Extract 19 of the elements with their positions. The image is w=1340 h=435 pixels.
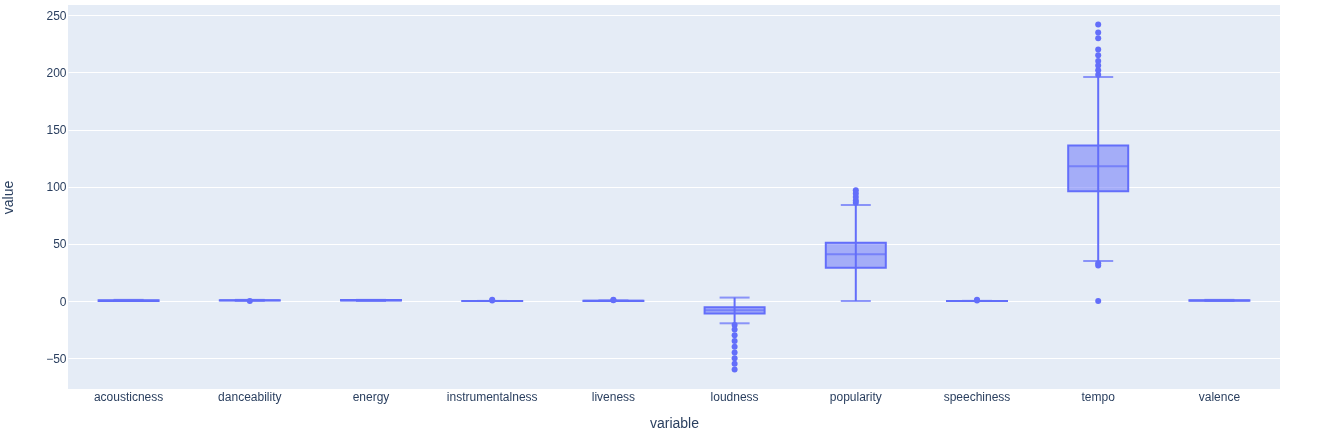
x-tick-label: danceability [218, 389, 282, 404]
x-tick-label: energy [352, 389, 390, 404]
y-tick-label: 200 [46, 65, 67, 80]
y-tick-label: 150 [46, 123, 67, 138]
y-tick-label: 0 [59, 294, 67, 309]
y-tick-label: −50 [46, 351, 67, 366]
y-tick-label: 100 [46, 180, 67, 195]
x-axis-title: variable [649, 414, 700, 431]
y-tick-label: 50 [53, 237, 67, 252]
x-tick-label: speechiness [943, 389, 1011, 404]
x-tick-label: acousticness [93, 389, 164, 404]
y-tick-label: 250 [46, 8, 67, 23]
x-tick-label: liveness [591, 389, 636, 404]
x-tick-label: instrumentalness [446, 389, 538, 404]
x-tick-label: popularity [829, 389, 882, 404]
x-tick-label: loudness [710, 389, 759, 404]
x-tick-label: valence [1198, 389, 1241, 404]
x-tick-label: tempo [1081, 389, 1116, 404]
y-axis-title: value [0, 180, 17, 215]
